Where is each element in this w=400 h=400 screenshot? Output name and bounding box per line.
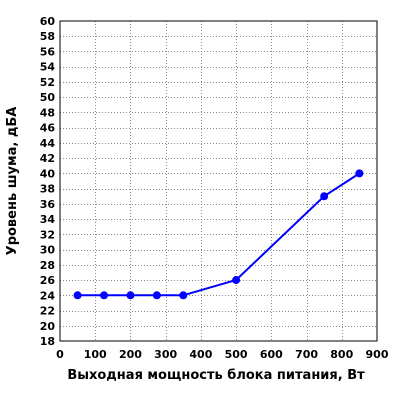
y-axis-label: Уровень шума, дБА <box>5 107 20 256</box>
series-line <box>77 172 360 297</box>
x-tick-label: 800 <box>330 348 353 361</box>
x-tick-label: 100 <box>84 348 107 361</box>
x-tick-label: 900 <box>366 348 389 361</box>
y-axis-ticks: 18 20 22 24 26 28 30 32 34 36 38 40 42 44 46 48 50 52 54 56… <box>40 15 56 348</box>
y-tick-label: 50 <box>40 91 56 104</box>
data-point <box>100 291 109 300</box>
y-tick-label: 32 <box>40 228 55 241</box>
x-axis-label: Выходная мощность блока питания, Вт <box>67 368 365 383</box>
y-tick-label: 56 <box>40 45 56 58</box>
y-tick-label: 42 <box>40 152 55 165</box>
x-tick-label: 200 <box>119 348 142 361</box>
y-tick-label: 58 <box>40 30 55 43</box>
x-tick-label: 500 <box>225 348 248 361</box>
y-tick-label: 60 <box>40 15 56 28</box>
plot-frame <box>59 20 378 342</box>
y-tick-label: 44 <box>40 137 56 150</box>
y-tick-label: 40 <box>40 167 56 180</box>
y-tick-label: 26 <box>40 274 56 287</box>
series-group <box>73 169 364 300</box>
y-tick-label: 34 <box>40 213 56 226</box>
y-tick-label: 48 <box>40 106 55 119</box>
data-point <box>126 291 135 300</box>
x-axis-ticks: 0 100 200 300 400 500 600 700 800 900 <box>56 348 389 361</box>
x-tick-label: 700 <box>295 348 318 361</box>
y-tick-label: 36 <box>40 198 56 211</box>
x-tick-label: 300 <box>154 348 177 361</box>
y-tick-label: 54 <box>40 61 56 74</box>
grid <box>60 21 377 341</box>
y-tick-label: 18 <box>40 335 55 348</box>
y-tick-label: 28 <box>40 259 55 272</box>
data-point <box>320 192 329 201</box>
x-tick-label: 600 <box>260 348 283 361</box>
data-point <box>355 169 364 178</box>
y-tick-label: 24 <box>40 289 56 302</box>
x-tick-label: 400 <box>189 348 212 361</box>
y-tick-label: 46 <box>40 122 56 135</box>
data-point <box>73 291 82 300</box>
data-point <box>232 276 241 285</box>
data-point <box>179 291 188 300</box>
y-tick-label: 52 <box>40 76 55 89</box>
y-tick-label: 22 <box>40 305 55 318</box>
x-tick-label: 0 <box>56 348 64 361</box>
y-tick-label: 38 <box>40 183 55 196</box>
y-tick-label: 20 <box>40 320 56 333</box>
y-tick-label: 30 <box>40 244 56 257</box>
data-point <box>152 291 161 300</box>
